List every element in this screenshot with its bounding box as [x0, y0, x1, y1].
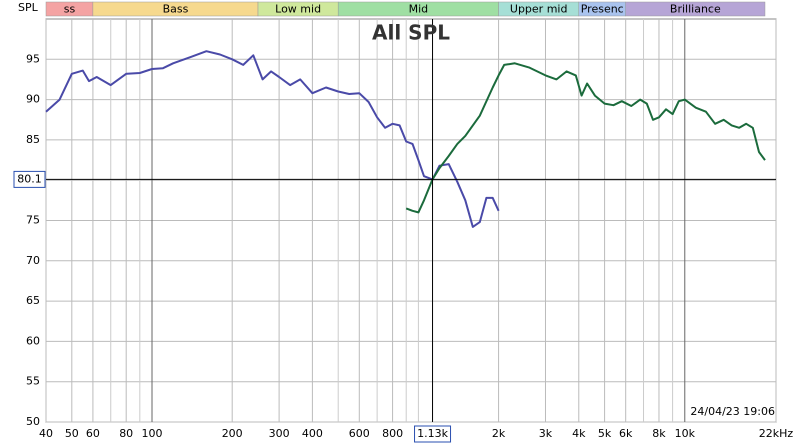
band-label: Brilliance: [670, 3, 721, 16]
x-tick-label: 4k: [572, 427, 586, 440]
cursor-box: [13, 170, 46, 188]
band-label: Upper mid: [510, 3, 568, 16]
x-tick-label: 40: [39, 427, 53, 440]
x-tick-label: 80: [119, 427, 133, 440]
x-tick-label: 600: [349, 427, 370, 440]
series-line: [405, 62, 766, 214]
band-label: ss: [64, 3, 76, 16]
band-label: Low mid: [275, 3, 321, 16]
x-tick-label: 8k: [652, 427, 666, 440]
x-tick-label: 6k: [619, 427, 633, 440]
cursor-box: [414, 425, 452, 443]
x-tick-label: 10k: [675, 427, 696, 440]
x-tick-label: 100: [142, 427, 163, 440]
y-tick-label: 95: [26, 52, 40, 65]
y-tick-label: 65: [26, 294, 40, 307]
cursor-x-label: 1.13k: [417, 427, 448, 440]
y-tick-label: 90: [26, 93, 40, 106]
y-tick-label: 70: [26, 254, 40, 267]
band-label: Bass: [163, 3, 189, 16]
chart-title: All SPL: [372, 21, 450, 45]
y-tick-label: 50: [26, 415, 40, 428]
x-tick-label: 200: [222, 427, 243, 440]
band: [625, 1, 766, 17]
x-tick-label: 50: [65, 427, 79, 440]
band-label: Presenc: [581, 3, 624, 16]
x-tick-label: 22kHz: [759, 427, 794, 440]
timestamp: 24/04/23 19:06: [690, 405, 775, 418]
y-tick-label: 55: [26, 375, 40, 388]
y-tick-label: 75: [26, 214, 40, 227]
y-axis-label: SPL: [18, 1, 39, 14]
x-tick-label: 300: [269, 427, 290, 440]
x-tick-label: 5k: [598, 427, 612, 440]
x-tick-label: 2k: [492, 427, 506, 440]
x-tick-label: 800: [382, 427, 403, 440]
x-tick-label: 400: [302, 427, 323, 440]
y-tick-label: 85: [26, 133, 40, 146]
x-tick-label: 60: [86, 427, 100, 440]
x-tick-label: 3k: [539, 427, 553, 440]
band-label: Mid: [409, 3, 429, 16]
y-tick-label: 60: [26, 334, 40, 347]
cursor-y-label: 80.1: [17, 172, 42, 185]
